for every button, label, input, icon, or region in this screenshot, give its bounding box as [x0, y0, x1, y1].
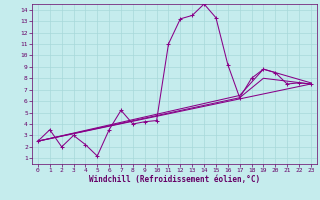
X-axis label: Windchill (Refroidissement éolien,°C): Windchill (Refroidissement éolien,°C) — [89, 175, 260, 184]
